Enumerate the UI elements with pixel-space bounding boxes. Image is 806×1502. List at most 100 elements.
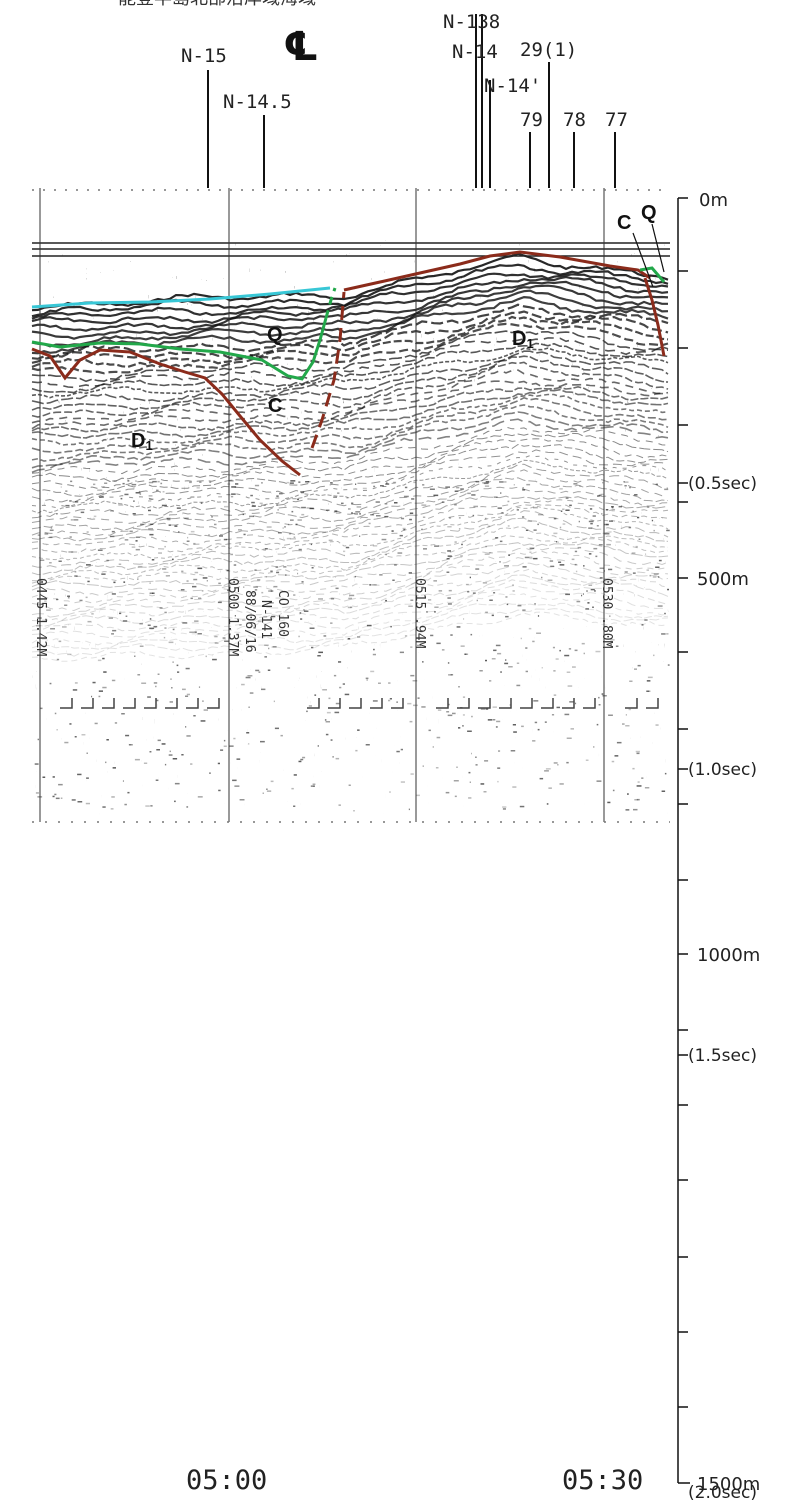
seafloor-horizon — [31, 286, 331, 309]
speckle — [359, 535, 361, 537]
reflector-line — [31, 534, 669, 584]
speckle — [152, 480, 157, 483]
speckle — [532, 640, 535, 643]
speckle — [262, 792, 264, 794]
speckle — [211, 516, 213, 518]
reflector-line — [31, 310, 669, 364]
speckle — [388, 682, 391, 684]
speckle — [497, 767, 501, 769]
reflector-line — [31, 585, 669, 639]
speckle — [559, 564, 565, 566]
speckle — [71, 799, 76, 801]
speckle — [231, 493, 236, 495]
speckle — [247, 641, 249, 644]
speckle — [325, 733, 329, 736]
speckle — [299, 612, 302, 614]
reflector-line — [31, 284, 668, 340]
speckle — [647, 676, 653, 679]
reflector-line — [31, 303, 669, 360]
speckle — [86, 531, 89, 533]
speckle — [334, 510, 338, 512]
speckle — [325, 721, 330, 723]
seismic-quiet-zone — [360, 395, 610, 815]
speckle — [625, 714, 627, 716]
speckle — [636, 798, 640, 801]
speckle — [623, 481, 625, 483]
speckle — [156, 699, 159, 702]
speckle — [172, 661, 174, 663]
speckle — [533, 529, 537, 531]
q-base-horizon-left-dashed — [324, 287, 337, 319]
speckle — [222, 637, 226, 639]
c-base-horizon-right — [343, 250, 651, 292]
leader-q-right — [651, 223, 665, 273]
speckle — [70, 480, 73, 483]
speckle — [103, 671, 107, 673]
speckle — [125, 615, 128, 617]
speckle — [502, 808, 506, 810]
speckle — [301, 513, 305, 516]
speckle — [50, 628, 55, 630]
speckle — [280, 734, 283, 737]
speckle — [475, 480, 480, 483]
speckle — [636, 785, 642, 787]
speckle — [544, 770, 549, 772]
speckle — [123, 581, 126, 583]
speckle — [526, 483, 531, 486]
speckle — [176, 664, 179, 667]
speckle — [151, 559, 155, 561]
speckle — [233, 564, 237, 566]
speckle — [42, 776, 46, 778]
speckle — [508, 666, 513, 668]
speckle — [85, 596, 88, 599]
speckle — [214, 523, 217, 526]
speckle — [233, 737, 236, 740]
speckle — [475, 568, 480, 570]
speckle — [392, 579, 395, 581]
speckle — [612, 789, 615, 792]
speckle — [458, 528, 461, 530]
speckle — [298, 548, 302, 551]
speckle — [616, 741, 622, 744]
speckle — [186, 693, 190, 696]
speckle — [598, 704, 601, 706]
speckle — [287, 667, 291, 669]
speckle — [113, 581, 116, 584]
speckle — [162, 568, 167, 570]
reflector-line — [31, 526, 669, 582]
speckle — [446, 711, 450, 713]
interpreted-horizons — [31, 250, 666, 477]
speckle — [91, 613, 94, 615]
speckle — [55, 797, 60, 800]
speckle — [596, 525, 599, 527]
speckle — [499, 540, 503, 543]
speckle — [200, 502, 203, 504]
speckle — [155, 685, 157, 688]
speckle — [250, 494, 253, 497]
speckle — [311, 567, 314, 569]
speckle — [533, 700, 539, 702]
speckle — [545, 768, 551, 770]
speckle — [134, 655, 136, 657]
speckle — [135, 536, 141, 538]
speckle — [129, 530, 133, 533]
speckle — [448, 703, 450, 706]
speckle — [69, 536, 72, 538]
speckle — [178, 531, 180, 533]
speckle — [153, 682, 158, 684]
speckle — [266, 526, 272, 528]
speckle — [318, 651, 323, 654]
speckle — [317, 745, 319, 747]
speckle — [596, 780, 602, 782]
speckle — [558, 561, 562, 563]
speckle — [298, 635, 300, 638]
speckle — [282, 527, 284, 529]
speckle — [353, 810, 355, 812]
reflector-line — [31, 574, 669, 628]
speckle — [270, 590, 274, 592]
time-label-0-5sec: (0.5sec) — [688, 474, 757, 494]
speckle — [268, 647, 270, 650]
fault-trace-right — [643, 277, 666, 357]
speckle — [289, 482, 294, 484]
speckle — [114, 722, 118, 724]
